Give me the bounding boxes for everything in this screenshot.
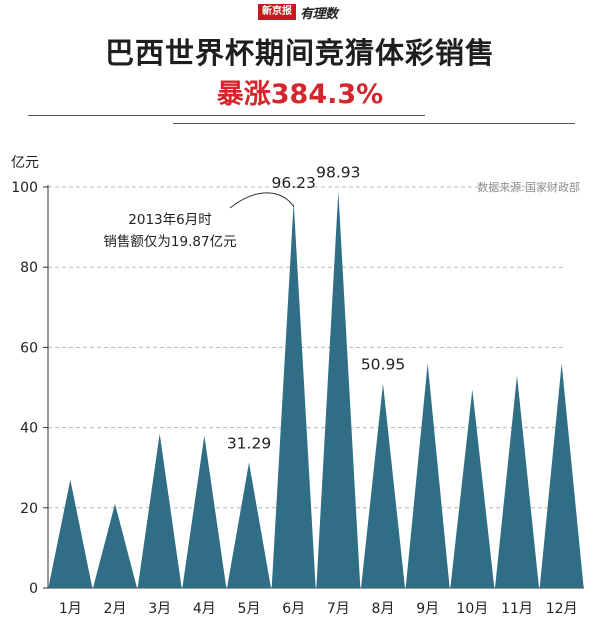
x-tick-label: 10月 [456,601,488,617]
y-tick-label: 20 [20,501,38,517]
annotation-line-2: 销售额仅为19.87亿元 [103,234,237,250]
data-label: 98.93 [316,163,360,181]
x-tick-label: 8月 [372,601,395,617]
data-label: 96.23 [271,174,315,192]
bar-2 [93,503,137,588]
bar-7 [316,191,361,588]
y-tick-label: 100 [11,180,38,196]
bar-9 [405,363,450,588]
y-axis-unit: 亿元 [11,155,39,171]
bar-1 [48,479,93,588]
annotation-line-1: 2013年6月时 [128,212,212,228]
x-tick-label: 3月 [148,601,171,617]
x-tick-label: 6月 [282,601,305,617]
bar-8 [361,383,405,588]
annotation-pointer [229,192,295,209]
bar-11 [495,375,539,588]
y-tick-label: 60 [20,340,38,356]
x-tick-label: 5月 [238,601,261,617]
divider-left [28,115,425,116]
source-note: 数据来源:国家财政部 [477,181,580,194]
data-label: 31.29 [227,435,271,453]
x-tick-label: 1月 [59,601,82,617]
x-tick-label: 2月 [104,601,127,617]
bar-12 [539,363,584,588]
bar-5 [227,462,271,588]
y-tick-label: 0 [29,581,38,597]
y-tick-label: 40 [20,421,38,437]
bar-3 [137,433,182,588]
chart-subtitle: 暴涨384.3% [216,79,384,110]
bar-6 [271,202,316,588]
data-label: 50.95 [361,356,405,374]
brand-logo: 新京报 有理数 [258,4,338,22]
x-tick-label: 11月 [501,601,533,617]
brand-newspaper-logo: 新京报 [258,4,296,20]
x-tick-label: 4月 [193,601,216,617]
bar-10 [450,389,495,588]
chart-title: 巴西世界杯期间竞猜体彩销售 [104,36,495,70]
brand-column-logo: 有理数 [300,6,338,22]
bar-4 [182,435,227,588]
x-tick-label: 9月 [416,601,439,617]
annotation-note: 2013年6月时 销售额仅为19.87亿元 [80,209,260,253]
divider-right [173,123,575,124]
x-tick-label: 7月 [327,601,350,617]
x-tick-label: 12月 [546,601,578,617]
y-tick-label: 80 [20,260,38,276]
